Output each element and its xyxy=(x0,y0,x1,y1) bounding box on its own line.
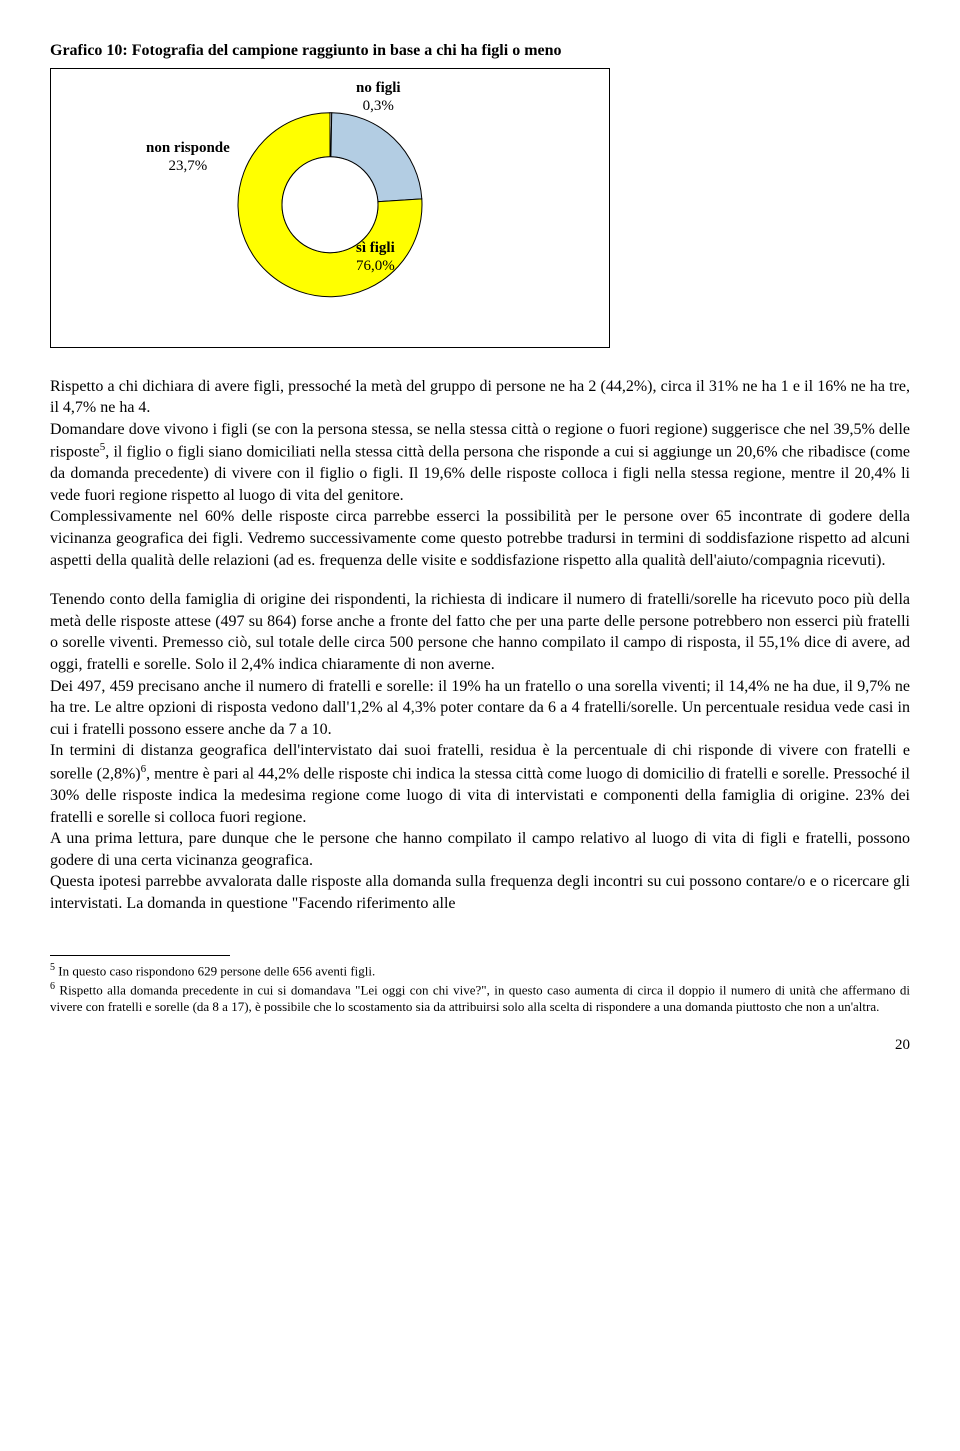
slice-pct: 0,3% xyxy=(363,98,394,114)
footnotes: 5 In questo caso rispondono 629 persone … xyxy=(50,962,910,1015)
footnotes-rule xyxy=(50,955,230,956)
paragraph: Dei 497, 459 precisano anche il numero d… xyxy=(50,676,910,741)
donut-svg xyxy=(230,104,430,304)
text-run: , il figlio o figli siano domiciliati ne… xyxy=(50,444,910,504)
footnote-text: Rispetto alla domanda precedente in cui … xyxy=(50,982,910,1013)
slice-name: sì figli xyxy=(356,240,395,256)
slice-label-no-figli: no figli 0,3% xyxy=(356,79,401,117)
footnote-text: In questo caso rispondono 629 persone de… xyxy=(55,963,375,978)
page-number: 20 xyxy=(50,1035,910,1055)
paragraph: Complessivamente nel 60% delle risposte … xyxy=(50,506,910,571)
chart-title: Grafico 10: Fotografia del campione ragg… xyxy=(50,40,910,62)
text-run: , mentre è pari al 44,2% delle risposte … xyxy=(50,765,910,825)
slice-name: non risponde xyxy=(146,140,230,156)
body-text: Rispetto a chi dichiara di avere figli, … xyxy=(50,376,910,915)
donut-svg-wrap xyxy=(230,104,430,311)
slice-pct: 23,7% xyxy=(169,158,208,174)
footnote-5: 5 In questo caso rispondono 629 persone … xyxy=(50,962,910,980)
footnote-6: 6 Rispetto alla domanda precedente in cu… xyxy=(50,981,910,1015)
paragraph: A una prima lettura, pare dunque che le … xyxy=(50,828,910,871)
slice-label-non-risponde: non risponde 23,7% xyxy=(146,139,230,177)
donut-chart: no figli 0,3% non risponde 23,7% sì figl… xyxy=(50,68,610,348)
paragraph: Tenendo conto della famiglia di origine … xyxy=(50,589,910,675)
paragraph: Questa ipotesi parrebbe avvalorata dalle… xyxy=(50,871,910,914)
slice-label-si-figli: sì figli 76,0% xyxy=(356,239,395,277)
paragraph: Domandare dove vivono i figli (se con la… xyxy=(50,419,910,507)
slice-name: no figli xyxy=(356,80,401,96)
slice-pct: 76,0% xyxy=(356,258,395,274)
paragraph: In termini di distanza geografica dell'i… xyxy=(50,740,910,828)
paragraph: Rispetto a chi dichiara di avere figli, … xyxy=(50,376,910,419)
